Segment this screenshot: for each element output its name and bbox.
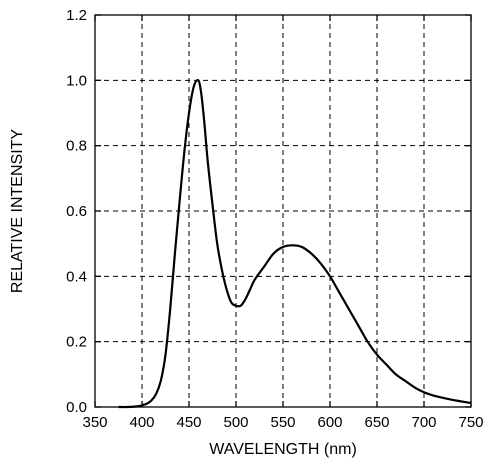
- plot-frame: [94, 14, 472, 408]
- x-tick-label: 350: [82, 414, 107, 431]
- y-tick-label: 1.2: [66, 7, 87, 24]
- spectrum-curve: [118, 78, 472, 409]
- x-tick-label: 500: [223, 414, 248, 431]
- grid-lines: [95, 15, 471, 407]
- y-tick-label: 0.8: [66, 138, 87, 155]
- x-tick-labels: 350 400 450 500 550 600 650 700 750: [82, 414, 483, 431]
- y-tick-label: 0.6: [66, 203, 87, 220]
- x-tick-label: 750: [458, 414, 483, 431]
- y-tick-labels: 0.0 0.2 0.4 0.6 0.8 1.0 1.2: [66, 7, 87, 416]
- x-tick-label: 550: [270, 414, 295, 431]
- y-tick-label: 0.4: [66, 268, 87, 285]
- y-tick-label: 0.0: [66, 399, 87, 416]
- y-axis-label: RELATIVE INTENSITY: [9, 129, 26, 294]
- x-tick-label: 400: [129, 414, 154, 431]
- y-tick-label: 0.2: [66, 334, 87, 351]
- x-axis-label: WAVELENGTH (nm): [209, 441, 357, 458]
- x-tick-label: 700: [411, 414, 436, 431]
- x-tick-label: 450: [176, 414, 201, 431]
- x-tick-label: 650: [364, 414, 389, 431]
- y-tick-label: 1.0: [66, 72, 87, 89]
- x-tick-label: 600: [317, 414, 342, 431]
